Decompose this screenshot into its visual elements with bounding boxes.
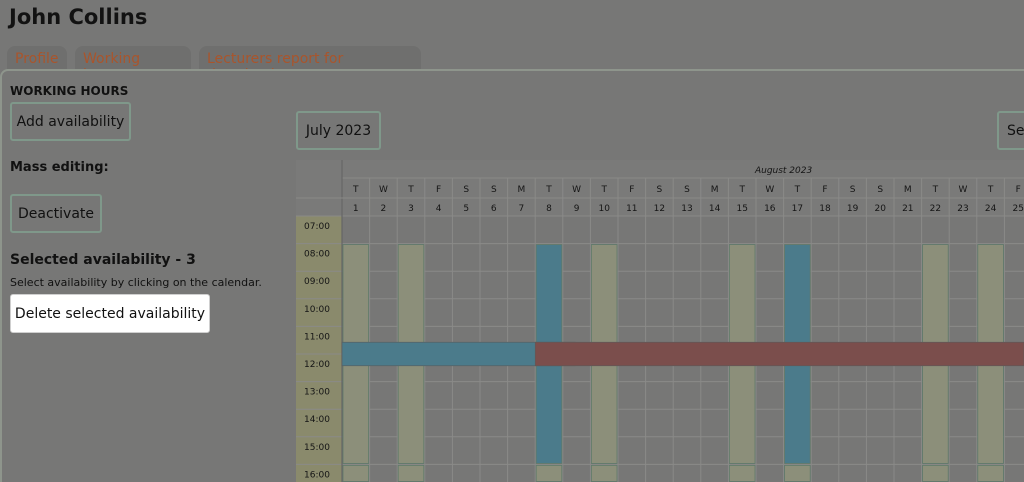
weekday-label: S: [684, 185, 690, 195]
weekday-label: S: [463, 185, 469, 195]
day-number-label: 4: [436, 204, 442, 214]
month-header: August 2023: [754, 166, 813, 176]
availability-slot-available[interactable]: [535, 464, 563, 482]
day-number-label: 12: [654, 204, 665, 214]
hour-label: 07:00: [304, 222, 330, 232]
day-number-label: 24: [985, 204, 997, 214]
hour-label: 10:00: [304, 305, 330, 315]
tab-profile[interactable]: Profile: [7, 46, 67, 72]
day-number-label: 25: [1012, 204, 1023, 214]
page-title: John Collins: [9, 5, 148, 29]
weekday-label: F: [822, 185, 827, 195]
availability-slot-available[interactable]: [397, 464, 425, 482]
day-number-label: 9: [574, 204, 580, 214]
hour-label: 08:00: [304, 250, 330, 260]
weekday-label: S: [850, 185, 856, 195]
weekday-label: T: [987, 185, 994, 195]
hour-column: [296, 216, 342, 482]
weekday-label: W: [572, 185, 581, 195]
weekday-label: F: [436, 185, 441, 195]
day-number-label: 23: [957, 204, 968, 214]
selected-count-label: Selected availability - 3: [10, 252, 196, 268]
day-number-label: 11: [626, 204, 637, 214]
weekday-label: T: [794, 185, 801, 195]
weekday-label: W: [765, 185, 774, 195]
day-number-label: 21: [902, 204, 913, 214]
selection-hint: Select availability by clicking on the c…: [10, 276, 262, 289]
day-number-label: 22: [930, 204, 941, 214]
calendar-header: [296, 160, 1024, 216]
month-picker-button[interactable]: July 2023: [296, 111, 381, 150]
weekday-label: W: [959, 185, 968, 195]
weekday-label: S: [491, 185, 497, 195]
weekday-label: M: [518, 185, 526, 195]
hour-label: 12:00: [304, 360, 330, 370]
hour-label: 09:00: [304, 277, 330, 287]
hour-label: 13:00: [304, 388, 330, 398]
weekday-label: T: [738, 185, 745, 195]
weekday-label: T: [545, 185, 552, 195]
day-number-label: 2: [381, 204, 387, 214]
delete-selected-button[interactable]: Delete selected availability: [10, 294, 210, 333]
availability-slot-available[interactable]: [729, 464, 756, 482]
availability-slot-available[interactable]: [922, 464, 949, 482]
day-number-label: 10: [598, 204, 610, 214]
day-number-label: 13: [681, 204, 692, 214]
weekday-label: T: [932, 185, 939, 195]
day-number-label: 15: [736, 204, 747, 214]
availability-slot-available[interactable]: [342, 464, 370, 482]
day-number-label: 3: [408, 204, 414, 214]
weekday-label: S: [877, 185, 883, 195]
availability-slot-available[interactable]: [591, 464, 618, 482]
hour-label: 14:00: [304, 415, 330, 425]
weekday-label: M: [904, 185, 912, 195]
hour-label: 16:00: [304, 470, 330, 480]
weekday-label: F: [629, 185, 634, 195]
day-number-label: 1: [353, 204, 359, 214]
day-number-label: 8: [546, 204, 552, 214]
availability-block-blocked[interactable]: [534, 341, 1024, 367]
deactivate-button[interactable]: Deactivate: [10, 194, 102, 233]
availability-slot-available[interactable]: [784, 464, 811, 482]
day-number-label: 16: [764, 204, 776, 214]
weekday-label: T: [352, 185, 359, 195]
availability-slot-available[interactable]: [977, 464, 1004, 482]
hour-label: 15:00: [304, 443, 330, 453]
hour-label: 11:00: [304, 332, 330, 342]
weekday-label: T: [600, 185, 607, 195]
day-number-label: 6: [491, 204, 497, 214]
weekday-label: W: [379, 185, 388, 195]
day-number-label: 19: [847, 204, 859, 214]
mass-editing-label: Mass editing:: [10, 160, 109, 175]
day-number-label: 7: [519, 204, 525, 214]
weekday-label: S: [657, 185, 663, 195]
working-hours-panel: [0, 69, 1024, 482]
day-number-label: 5: [463, 204, 469, 214]
weekday-label: T: [407, 185, 414, 195]
weekday-label: M: [711, 185, 719, 195]
settings-button[interactable]: Se: [997, 111, 1024, 150]
weekday-label: F: [1016, 185, 1021, 195]
add-availability-button[interactable]: Add availability: [10, 102, 131, 141]
day-number-label: 14: [709, 204, 721, 214]
day-number-label: 20: [874, 204, 886, 214]
day-number-label: 18: [819, 204, 831, 214]
day-number-label: 17: [792, 204, 803, 214]
section-title: WORKING HOURS: [10, 84, 129, 98]
